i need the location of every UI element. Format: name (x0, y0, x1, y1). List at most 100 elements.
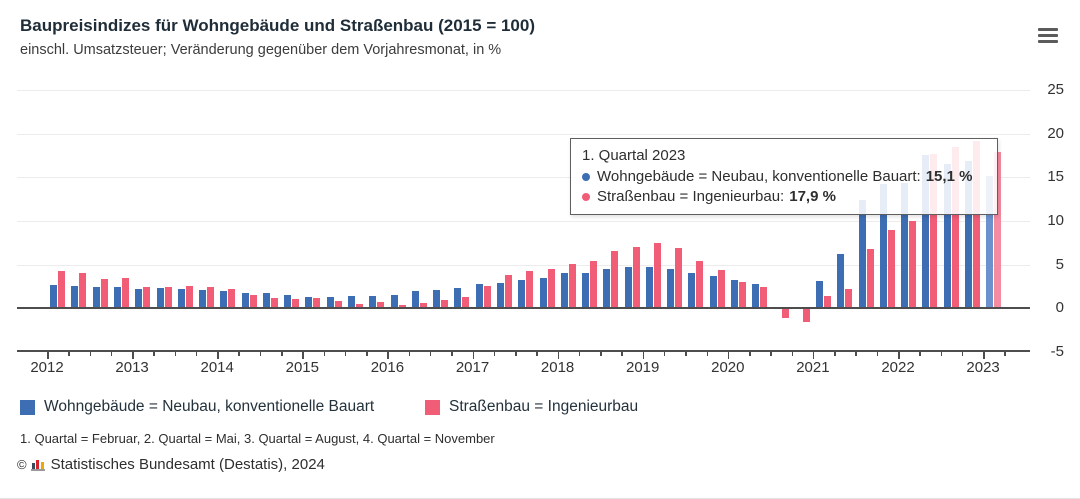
bar-wohngebaeude-2015-Q4[interactable] (369, 296, 377, 309)
bar-strassenbau-2014-Q3[interactable] (270, 297, 278, 309)
bar-wohngebaeude-2021-Q4[interactable] (879, 184, 887, 309)
bar-wohngebaeude-2021-Q3[interactable] (858, 200, 866, 309)
bar-strassenbau-2015-Q2[interactable] (334, 301, 342, 309)
bar-strassenbau-2015-Q1[interactable] (313, 297, 321, 309)
bar-strassenbau-2020-Q3[interactable] (781, 308, 789, 318)
bar-wohngebaeude-2014-Q4[interactable] (284, 295, 292, 309)
bar-strassenbau-2015-Q4[interactable] (377, 302, 385, 309)
bar-wohngebaeude-2013-Q4[interactable] (199, 289, 207, 309)
bar-wohngebaeude-2018-Q1[interactable] (560, 273, 568, 309)
bar-wohngebaeude-2020-Q2[interactable] (752, 283, 760, 309)
bar-strassenbau-2014-Q4[interactable] (292, 298, 300, 309)
bar-wohngebaeude-2016-Q3[interactable] (433, 289, 441, 309)
bar-wohngebaeude-2017-Q4[interactable] (539, 277, 547, 309)
bar-wohngebaeude-2018-Q3[interactable] (603, 269, 611, 309)
bar-wohngebaeude-2012-Q4[interactable] (114, 286, 122, 309)
bar-strassenbau-2012-Q1[interactable] (58, 270, 66, 309)
bar-strassenbau-2014-Q2[interactable] (249, 295, 257, 309)
bar-wohngebaeude-2013-Q2[interactable] (156, 288, 164, 309)
bar-strassenbau-2018-Q1[interactable] (568, 263, 576, 309)
bar-strassenbau-2022-Q2[interactable] (930, 153, 938, 309)
bar-strassenbau-2023-Q1[interactable] (994, 152, 1002, 309)
y-axis-tick-label: 25 (1047, 81, 1064, 98)
bar-wohngebaeude-2018-Q4[interactable] (624, 267, 632, 309)
bar-strassenbau-2013-Q4[interactable] (207, 287, 215, 309)
bar-strassenbau-2021-Q4[interactable] (887, 229, 895, 309)
bar-wohngebaeude-2012-Q1[interactable] (50, 284, 58, 309)
bar-strassenbau-2017-Q1[interactable] (483, 285, 491, 309)
bar-strassenbau-2012-Q4[interactable] (122, 277, 130, 309)
bar-strassenbau-2013-Q1[interactable] (143, 286, 151, 309)
quarter-tick (663, 352, 666, 356)
bar-strassenbau-2022-Q3[interactable] (951, 146, 959, 309)
bar-strassenbau-2016-Q2[interactable] (419, 303, 427, 309)
bar-wohngebaeude-2022-Q3[interactable] (943, 164, 951, 309)
bar-wohngebaeude-2022-Q1[interactable] (901, 183, 909, 309)
bar-strassenbau-2015-Q3[interactable] (356, 303, 364, 309)
x-axis-year-label: 2022 (881, 359, 915, 376)
bar-wohngebaeude-2012-Q3[interactable] (92, 287, 100, 309)
bar-wohngebaeude-2015-Q3[interactable] (348, 296, 356, 309)
bar-strassenbau-2021-Q2[interactable] (845, 289, 853, 309)
bar-strassenbau-2012-Q3[interactable] (100, 278, 108, 309)
quarter-tick (876, 352, 879, 356)
bar-wohngebaeude-2014-Q2[interactable] (241, 292, 249, 309)
x-axis-year-label: 2019 (626, 359, 660, 376)
bar-wohngebaeude-2017-Q2[interactable] (496, 283, 504, 309)
bar-strassenbau-2018-Q2[interactable] (590, 261, 598, 309)
bar-strassenbau-2022-Q1[interactable] (909, 221, 917, 309)
bar-strassenbau-2019-Q4[interactable] (717, 269, 725, 309)
legend-item-strassenbau[interactable]: Straßenbau = Ingenieurbau (425, 398, 638, 416)
bar-wohngebaeude-2014-Q1[interactable] (220, 290, 228, 309)
bar-strassenbau-2018-Q4[interactable] (632, 247, 640, 309)
bar-wohngebaeude-2020-Q1[interactable] (730, 280, 738, 309)
bar-wohngebaeude-2016-Q2[interactable] (411, 290, 419, 309)
bar-wohngebaeude-2016-Q1[interactable] (390, 295, 398, 309)
bar-wohngebaeude-2019-Q1[interactable] (645, 267, 653, 309)
bar-wohngebaeude-2021-Q2[interactable] (837, 254, 845, 309)
bar-strassenbau-2014-Q1[interactable] (228, 289, 236, 309)
bar-wohngebaeude-2018-Q2[interactable] (582, 272, 590, 309)
bar-wohngebaeude-2015-Q2[interactable] (326, 296, 334, 309)
bar-strassenbau-2013-Q2[interactable] (164, 287, 172, 309)
bar-strassenbau-2018-Q3[interactable] (611, 250, 619, 309)
bar-wohngebaeude-2015-Q1[interactable] (305, 296, 313, 309)
bar-wohngebaeude-2014-Q3[interactable] (262, 292, 270, 309)
bar-wohngebaeude-2013-Q1[interactable] (135, 289, 143, 309)
bar-wohngebaeude-2019-Q3[interactable] (688, 273, 696, 309)
bar-strassenbau-2016-Q4[interactable] (462, 296, 470, 309)
bar-strassenbau-2016-Q1[interactable] (398, 304, 406, 309)
bar-strassenbau-2019-Q3[interactable] (696, 261, 704, 309)
bar-strassenbau-2017-Q2[interactable] (504, 275, 512, 309)
bar-strassenbau-2019-Q1[interactable] (653, 242, 661, 309)
hamburger-menu-icon[interactable] (1038, 28, 1058, 46)
bar-strassenbau-2013-Q3[interactable] (185, 285, 193, 309)
bar-wohngebaeude-2023-Q1[interactable] (986, 176, 994, 309)
bar-wohngebaeude-2019-Q2[interactable] (667, 269, 675, 309)
bar-strassenbau-2017-Q3[interactable] (526, 270, 534, 309)
bar-wohngebaeude-2021-Q1[interactable] (816, 281, 824, 309)
bar-wohngebaeude-2012-Q2[interactable] (71, 285, 79, 309)
bar-strassenbau-2019-Q2[interactable] (675, 248, 683, 309)
bar-wohngebaeude-2017-Q1[interactable] (475, 283, 483, 309)
bar-wohngebaeude-2022-Q2[interactable] (922, 154, 930, 309)
bar-strassenbau-2012-Q2[interactable] (79, 273, 87, 309)
bar-strassenbau-2022-Q4[interactable] (973, 140, 981, 309)
bar-wohngebaeude-2019-Q4[interactable] (709, 276, 717, 309)
bar-strassenbau-2021-Q1[interactable] (824, 296, 832, 309)
bar-strassenbau-2020-Q4[interactable] (802, 308, 810, 323)
bar-wohngebaeude-2013-Q3[interactable] (177, 289, 185, 309)
bar-strassenbau-2021-Q3[interactable] (866, 248, 874, 309)
bar-strassenbau-2020-Q1[interactable] (738, 282, 746, 309)
bar-wohngebaeude-2017-Q3[interactable] (518, 279, 526, 309)
quarter-tick (493, 352, 496, 356)
bar-wohngebaeude-2022-Q4[interactable] (965, 160, 973, 309)
bar-wohngebaeude-2016-Q4[interactable] (454, 288, 462, 309)
quarter-tick (621, 352, 623, 356)
series-dot-strassenbau (582, 192, 590, 201)
bar-strassenbau-2020-Q2[interactable] (760, 287, 768, 309)
bar-strassenbau-2016-Q3[interactable] (441, 299, 449, 309)
x-axis-year-label: 2023 (966, 359, 1000, 376)
bar-strassenbau-2017-Q4[interactable] (547, 269, 555, 309)
legend-item-wohngebaeude[interactable]: Wohngebäude = Neubau, konventionelle Bau… (20, 398, 374, 416)
